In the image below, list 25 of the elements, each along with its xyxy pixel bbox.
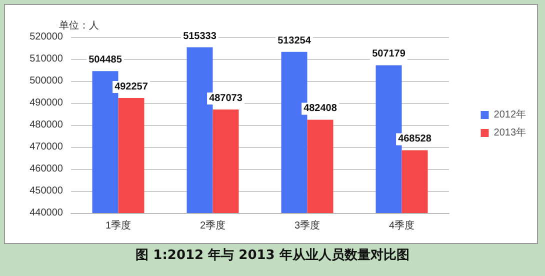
y-tick-label: 460000 bbox=[30, 164, 64, 174]
data-label: 515333 bbox=[183, 30, 217, 42]
y-tick-label: 520000 bbox=[30, 32, 64, 42]
y-tick-label: 450000 bbox=[30, 186, 64, 196]
data-label: 487073 bbox=[209, 92, 243, 104]
legend-label: 2012年 bbox=[494, 108, 526, 120]
y-tick-label: 470000 bbox=[30, 142, 64, 152]
legend-label: 2013年 bbox=[494, 126, 526, 138]
data-label: 492257 bbox=[114, 82, 148, 93]
y-tick-label: 510000 bbox=[30, 54, 64, 64]
x-tick-label: 2季度 bbox=[200, 220, 226, 232]
data-label: 507179 bbox=[372, 48, 406, 60]
x-tick-label: 1季度 bbox=[105, 220, 132, 232]
x-tick-label: 3季度 bbox=[294, 220, 320, 232]
text: 图 1:2012 年与 2013 年从业人员数量对比图 bbox=[134, 247, 410, 264]
x-tick-label: 4季度 bbox=[388, 220, 415, 232]
y-tick-label: 480000 bbox=[30, 120, 64, 130]
data-label: 504485 bbox=[88, 54, 122, 66]
y-tick-label: 440000 bbox=[30, 208, 64, 218]
data-label: 468528 bbox=[398, 134, 432, 145]
y-axis-title: 单位：人 bbox=[59, 20, 99, 32]
y-tick-label: 490000 bbox=[30, 98, 64, 108]
data-label: 513254 bbox=[278, 35, 312, 46]
y-tick-label: 500000 bbox=[30, 76, 64, 86]
data-label: 482408 bbox=[304, 103, 338, 114]
